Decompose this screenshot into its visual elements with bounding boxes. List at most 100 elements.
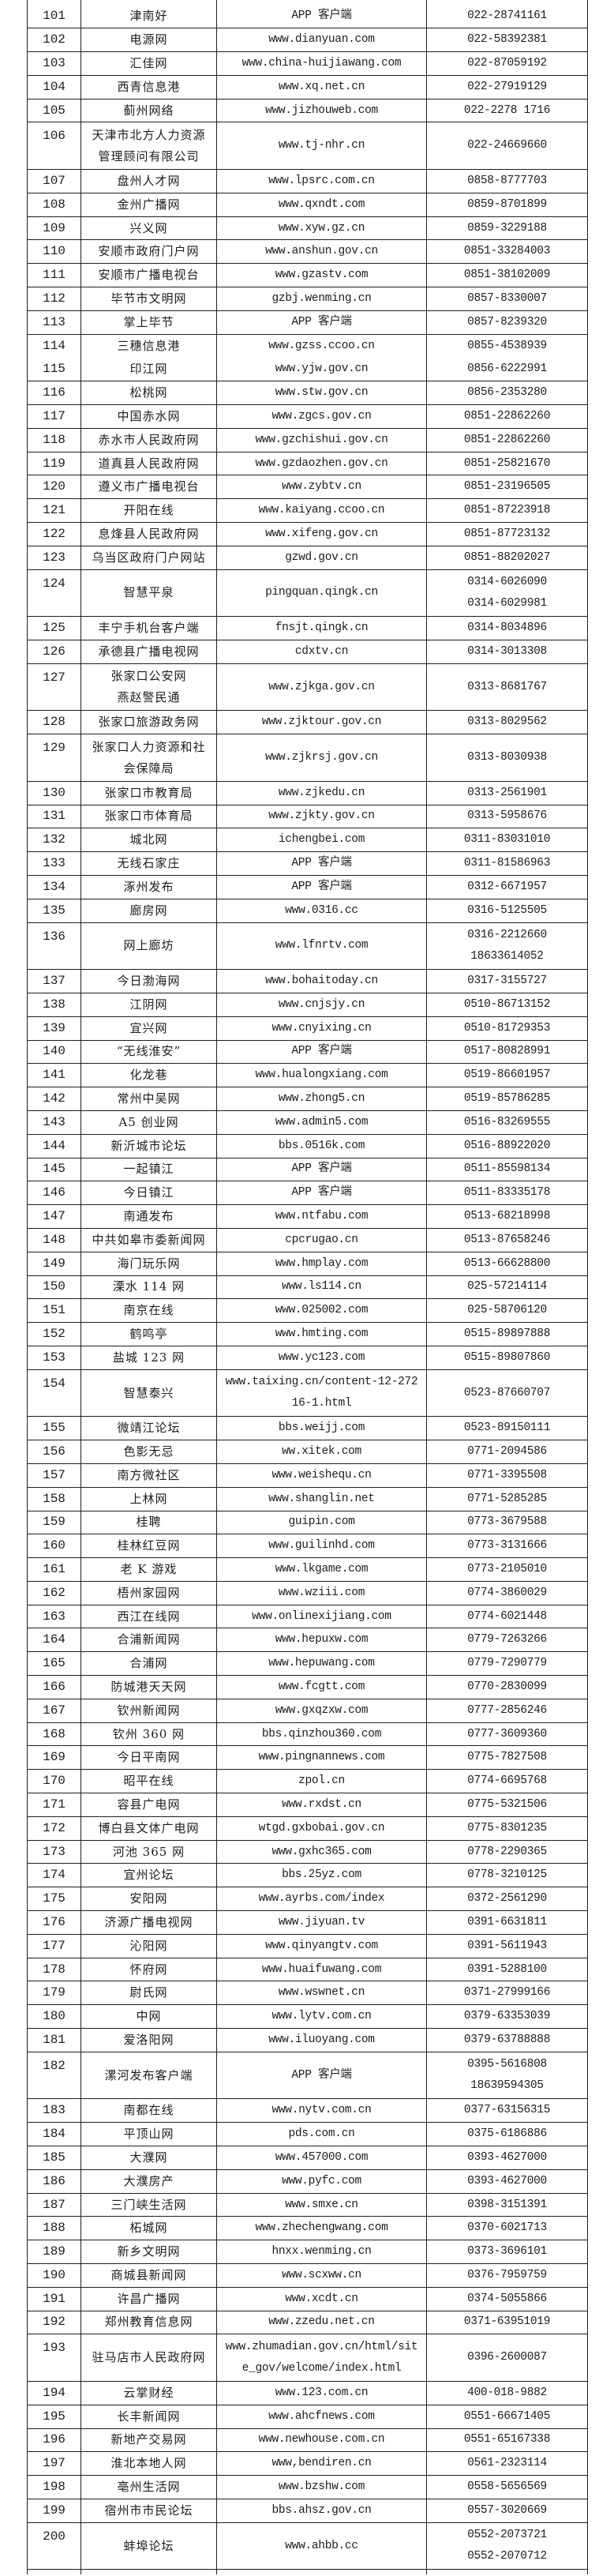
cell-line: 0775-7827508 xyxy=(467,1751,547,1764)
cell-line: 199 xyxy=(43,2503,66,2518)
url-cell: APP 客户端 xyxy=(216,1181,427,1206)
cell-line: www.0316.cc xyxy=(285,903,358,917)
url-cell: www.lkgame.com xyxy=(216,1557,427,1582)
cell-line: ichengbei.com xyxy=(278,833,365,847)
cell-line: 西江在线网 xyxy=(117,1609,181,1624)
row-index-cell: 143 xyxy=(27,1110,81,1135)
url-cell: APP 客户端 xyxy=(216,1157,427,1182)
site-name-cell: 网上廊坊 xyxy=(80,922,217,971)
site-name-cell: 承德县广播电视网 xyxy=(80,640,217,664)
cell-line: gzbj.wenming.cn xyxy=(271,291,372,305)
cell-line: 0316-2212660 xyxy=(467,928,547,941)
cell-line: 0379-63353039 xyxy=(463,2010,551,2023)
cell-line: www.china-huijiawang.com xyxy=(241,56,402,69)
cell-line: 智慧泰兴 xyxy=(123,1385,174,1400)
cell-line: 0513-87658246 xyxy=(463,1233,551,1246)
url-cell: www,bendiren.cn xyxy=(216,2451,427,2476)
cell-line: 燕赵警民通 xyxy=(117,690,181,705)
url-cell: www.gzastv.com xyxy=(216,263,427,288)
cell-line: 0557-3020669 xyxy=(467,2503,547,2517)
table-row: 156 色影无忌 ww.xitek.com 0771-2094586 xyxy=(27,1440,588,1464)
table-row: 157 南方微社区 www.weishequ.cn 0771-3395508 xyxy=(27,1463,588,1488)
cell-line: hnxx.wenming.cn xyxy=(271,2245,372,2259)
cell-line: www.xifeng.gov.cn xyxy=(265,527,378,540)
row-index-cell: 144 xyxy=(27,1133,81,1158)
row-index-cell: 169 xyxy=(27,1745,81,1771)
url-cell: www.rxdst.cn xyxy=(216,1793,427,1817)
site-name-cell: 智慧平泉 xyxy=(80,569,217,618)
cell-line: 开阳在线 xyxy=(123,503,174,518)
site-name-cell: 松桃网 xyxy=(80,381,217,406)
url-cell: ww.xitek.com xyxy=(216,1440,427,1464)
row-index-cell: 139 xyxy=(27,1016,81,1041)
phone-cell: 0557-3020669 xyxy=(426,2498,588,2523)
cell-line: 153 xyxy=(43,1350,66,1365)
cell-line: 南通发布 xyxy=(123,1209,174,1224)
url-cell: www.yjw.gov.cn xyxy=(216,357,427,382)
cell-line: www.jiyuan.tv xyxy=(278,1915,365,1928)
cell-line: cdxtv.cn xyxy=(294,644,349,658)
phone-cell: 0858-8777703 xyxy=(426,169,588,193)
url-cell: www.qxndt.com xyxy=(216,192,427,217)
cell-line: 128 xyxy=(43,715,66,730)
cell-line: 137 xyxy=(43,974,66,989)
cell-line: www.taixing.cn/content-12-272 xyxy=(225,1376,418,1389)
cell-line: APP 客户端 xyxy=(291,880,352,893)
cell-line: bbs.qinzhou360.com xyxy=(261,1727,382,1740)
cell-line: 200 xyxy=(43,2529,66,2544)
site-name-cell: 钦州 360 网 xyxy=(80,1722,217,1747)
phone-cell: 0374-5055866 xyxy=(426,2286,588,2311)
site-name-cell: 微靖江论坛 xyxy=(80,1416,217,1441)
cell-line: ww.xitek.com xyxy=(282,1445,361,1458)
row-index-cell: 175 xyxy=(27,1887,81,1912)
cell-line: APP 客户端 xyxy=(291,315,352,329)
cell-line: www.bzshw.com xyxy=(278,2480,365,2494)
cell-line: 125 xyxy=(43,621,66,636)
phone-cell: 0519-85786285 xyxy=(426,1087,588,1111)
cell-line: 平顶山网 xyxy=(123,2127,174,2142)
table-row: 135 廊房网 www.0316.cc 0316-5125505 xyxy=(27,898,588,923)
url-cell: www.xcdt.cn xyxy=(216,2286,427,2311)
cell-line: 0513-66628800 xyxy=(463,1256,551,1270)
cell-line: 167 xyxy=(43,1703,66,1718)
cell-line: 0515-89807860 xyxy=(463,1350,551,1364)
cell-line: 140 xyxy=(43,1044,66,1059)
cell-line: 乌当区政府门户网站 xyxy=(92,550,206,565)
url-cell: www.cnyixing.cn xyxy=(216,1016,427,1041)
phone-cell: 0856-6222991 xyxy=(426,357,588,382)
table-row: 194 云掌财经 www.123.com.cn 400-018-9882 xyxy=(27,2380,588,2405)
cell-line: 宜州论坛 xyxy=(123,1868,174,1883)
url-cell: www.zzedu.net.cn xyxy=(216,2310,427,2335)
cell-line: www.zybtv.cn xyxy=(282,480,361,494)
phone-cell: 0510-81729353 xyxy=(426,1016,588,1041)
site-name-cell: 开阳在线 xyxy=(80,498,217,524)
row-index-cell: 193 xyxy=(27,2334,81,2382)
cell-line: 0851-38102009 xyxy=(463,268,551,282)
table-row: 136 网上廊坊 www.lfnrtv.com 0316-2212660 1863361… xyxy=(27,922,588,971)
cell-line: www.guilinhd.com xyxy=(268,1539,375,1553)
row-index-cell: 155 xyxy=(27,1416,81,1441)
url-cell: www.zjkrsj.gov.cn xyxy=(216,734,427,782)
url-cell: www.ls114.cn xyxy=(216,1275,427,1300)
cell-line: 一起镇江 xyxy=(123,1162,174,1177)
cell-line: 0858-8777703 xyxy=(467,174,547,187)
cell-line: 022-27919129 xyxy=(467,80,547,93)
cell-line: 0393-4627000 xyxy=(467,2174,547,2187)
row-index-cell: 129 xyxy=(27,734,81,782)
cell-line: www.wswnet.cn xyxy=(278,1986,365,2000)
cell-line: 161 xyxy=(43,1561,66,1576)
cell-line: 176 xyxy=(43,1914,66,1929)
row-index-cell: 192 xyxy=(27,2310,81,2335)
phone-cell: 0551-65167338 xyxy=(426,2428,588,2453)
cell-line: www.gzchishui.gov.cn xyxy=(255,433,388,446)
url-cell: www.zybtv.cn xyxy=(216,475,427,500)
cell-line: 0374-5055866 xyxy=(467,2292,547,2305)
cell-line: 0774-6021448 xyxy=(467,1609,547,1623)
row-index-cell: 184 xyxy=(27,2122,81,2147)
row-index-cell: 130 xyxy=(27,780,81,805)
cell-line: 沁阳网 xyxy=(129,1938,168,1953)
url-cell: bbs.qinzhou360.com xyxy=(216,1722,427,1747)
row-index-cell: 147 xyxy=(27,1204,81,1229)
table-row: 104 西青信息港 www.xq.net.cn 022-27919129 xyxy=(27,74,588,100)
table-row: 117 中国赤水网 www.zgcs.gov.cn 0851-22862260 xyxy=(27,404,588,429)
